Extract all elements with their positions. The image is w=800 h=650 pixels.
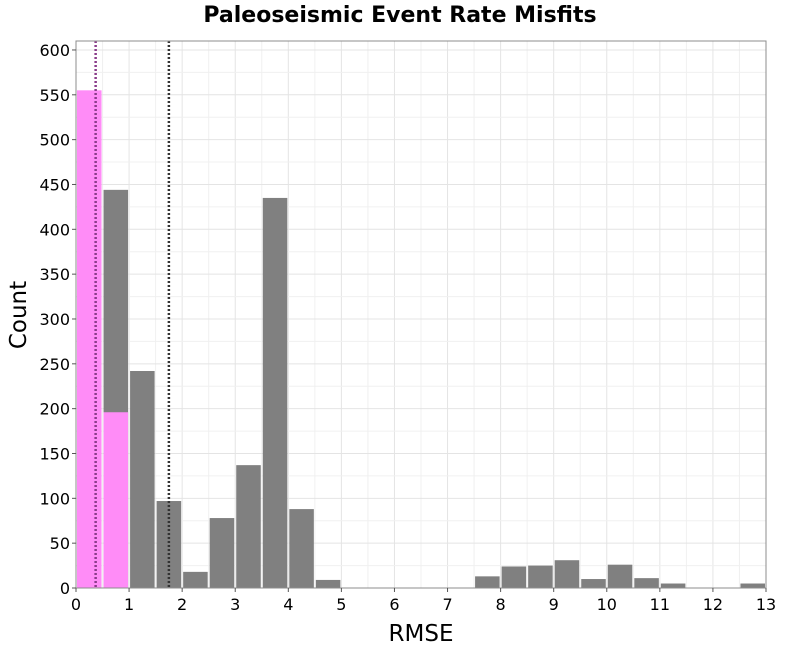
x-tick-label: 4: [283, 595, 293, 614]
histogram-bar: [183, 571, 208, 588]
histogram-bar: [528, 565, 553, 588]
y-axis-label: Count: [6, 281, 32, 349]
histogram-bar: [475, 576, 500, 588]
x-tick-label: 1: [124, 595, 134, 614]
x-tick-label: 12: [703, 595, 723, 614]
plot-frame: [75, 40, 767, 589]
y-tick-label: 500: [39, 131, 70, 150]
x-axis-label: RMSE: [389, 621, 454, 647]
histogram-bar: [740, 583, 765, 588]
y-tick-label: 250: [39, 355, 70, 374]
histogram-bar: [262, 197, 288, 589]
y-tick-label: 200: [39, 400, 70, 419]
y-tick-label: 100: [39, 489, 70, 508]
x-tick-label: 10: [597, 595, 617, 614]
x-tick-label: 6: [389, 595, 399, 614]
x-tick-label: 5: [336, 595, 346, 614]
y-tick-label: 0: [60, 579, 70, 598]
histogram-bar: [130, 370, 155, 588]
histogram-bar: [501, 566, 527, 588]
histogram-bar: [236, 465, 261, 588]
y-axis-ticks: 0 50 100 150 200 250 300 350 400 450 500 550 600: [39, 41, 76, 598]
histogram-bar: [554, 560, 580, 588]
y-tick-label: 550: [39, 86, 70, 105]
x-tick-label: 9: [549, 595, 559, 614]
y-tick-label: 600: [39, 41, 70, 60]
histogram-bar: [315, 579, 341, 588]
x-tick-label: 8: [496, 595, 506, 614]
x-tick-label: 2: [177, 595, 187, 614]
y-tick-label: 350: [39, 265, 70, 284]
histogram-bar: [607, 564, 633, 588]
histogram-bar: [77, 90, 102, 588]
gridlines: [75, 41, 767, 589]
y-tick-label: 450: [39, 175, 70, 194]
bars-layer: [77, 90, 765, 589]
x-tick-label: 0: [71, 595, 81, 614]
x-tick-label: 3: [230, 595, 240, 614]
histogram-bar: [634, 578, 659, 588]
histogram-bar: [209, 518, 235, 588]
chart-title: Paleoseismic Event Rate Misfits: [203, 3, 596, 28]
x-axis-ticks: 0 1 2 3 4 5 6 7 8 9 10 11 12 13: [71, 588, 776, 614]
histogram-bar: [660, 583, 686, 588]
histogram-bar: [103, 412, 129, 588]
y-tick-label: 150: [39, 444, 70, 463]
y-tick-label: 300: [39, 310, 70, 329]
y-tick-label: 50: [50, 534, 70, 553]
histogram-bar: [289, 509, 314, 588]
x-tick-label: 13: [756, 595, 776, 614]
reference-lines: [94, 41, 171, 588]
y-tick-label: 400: [39, 220, 70, 239]
x-tick-label: 7: [442, 595, 452, 614]
x-tick-label: 11: [650, 595, 670, 614]
histogram-bar: [581, 579, 606, 588]
